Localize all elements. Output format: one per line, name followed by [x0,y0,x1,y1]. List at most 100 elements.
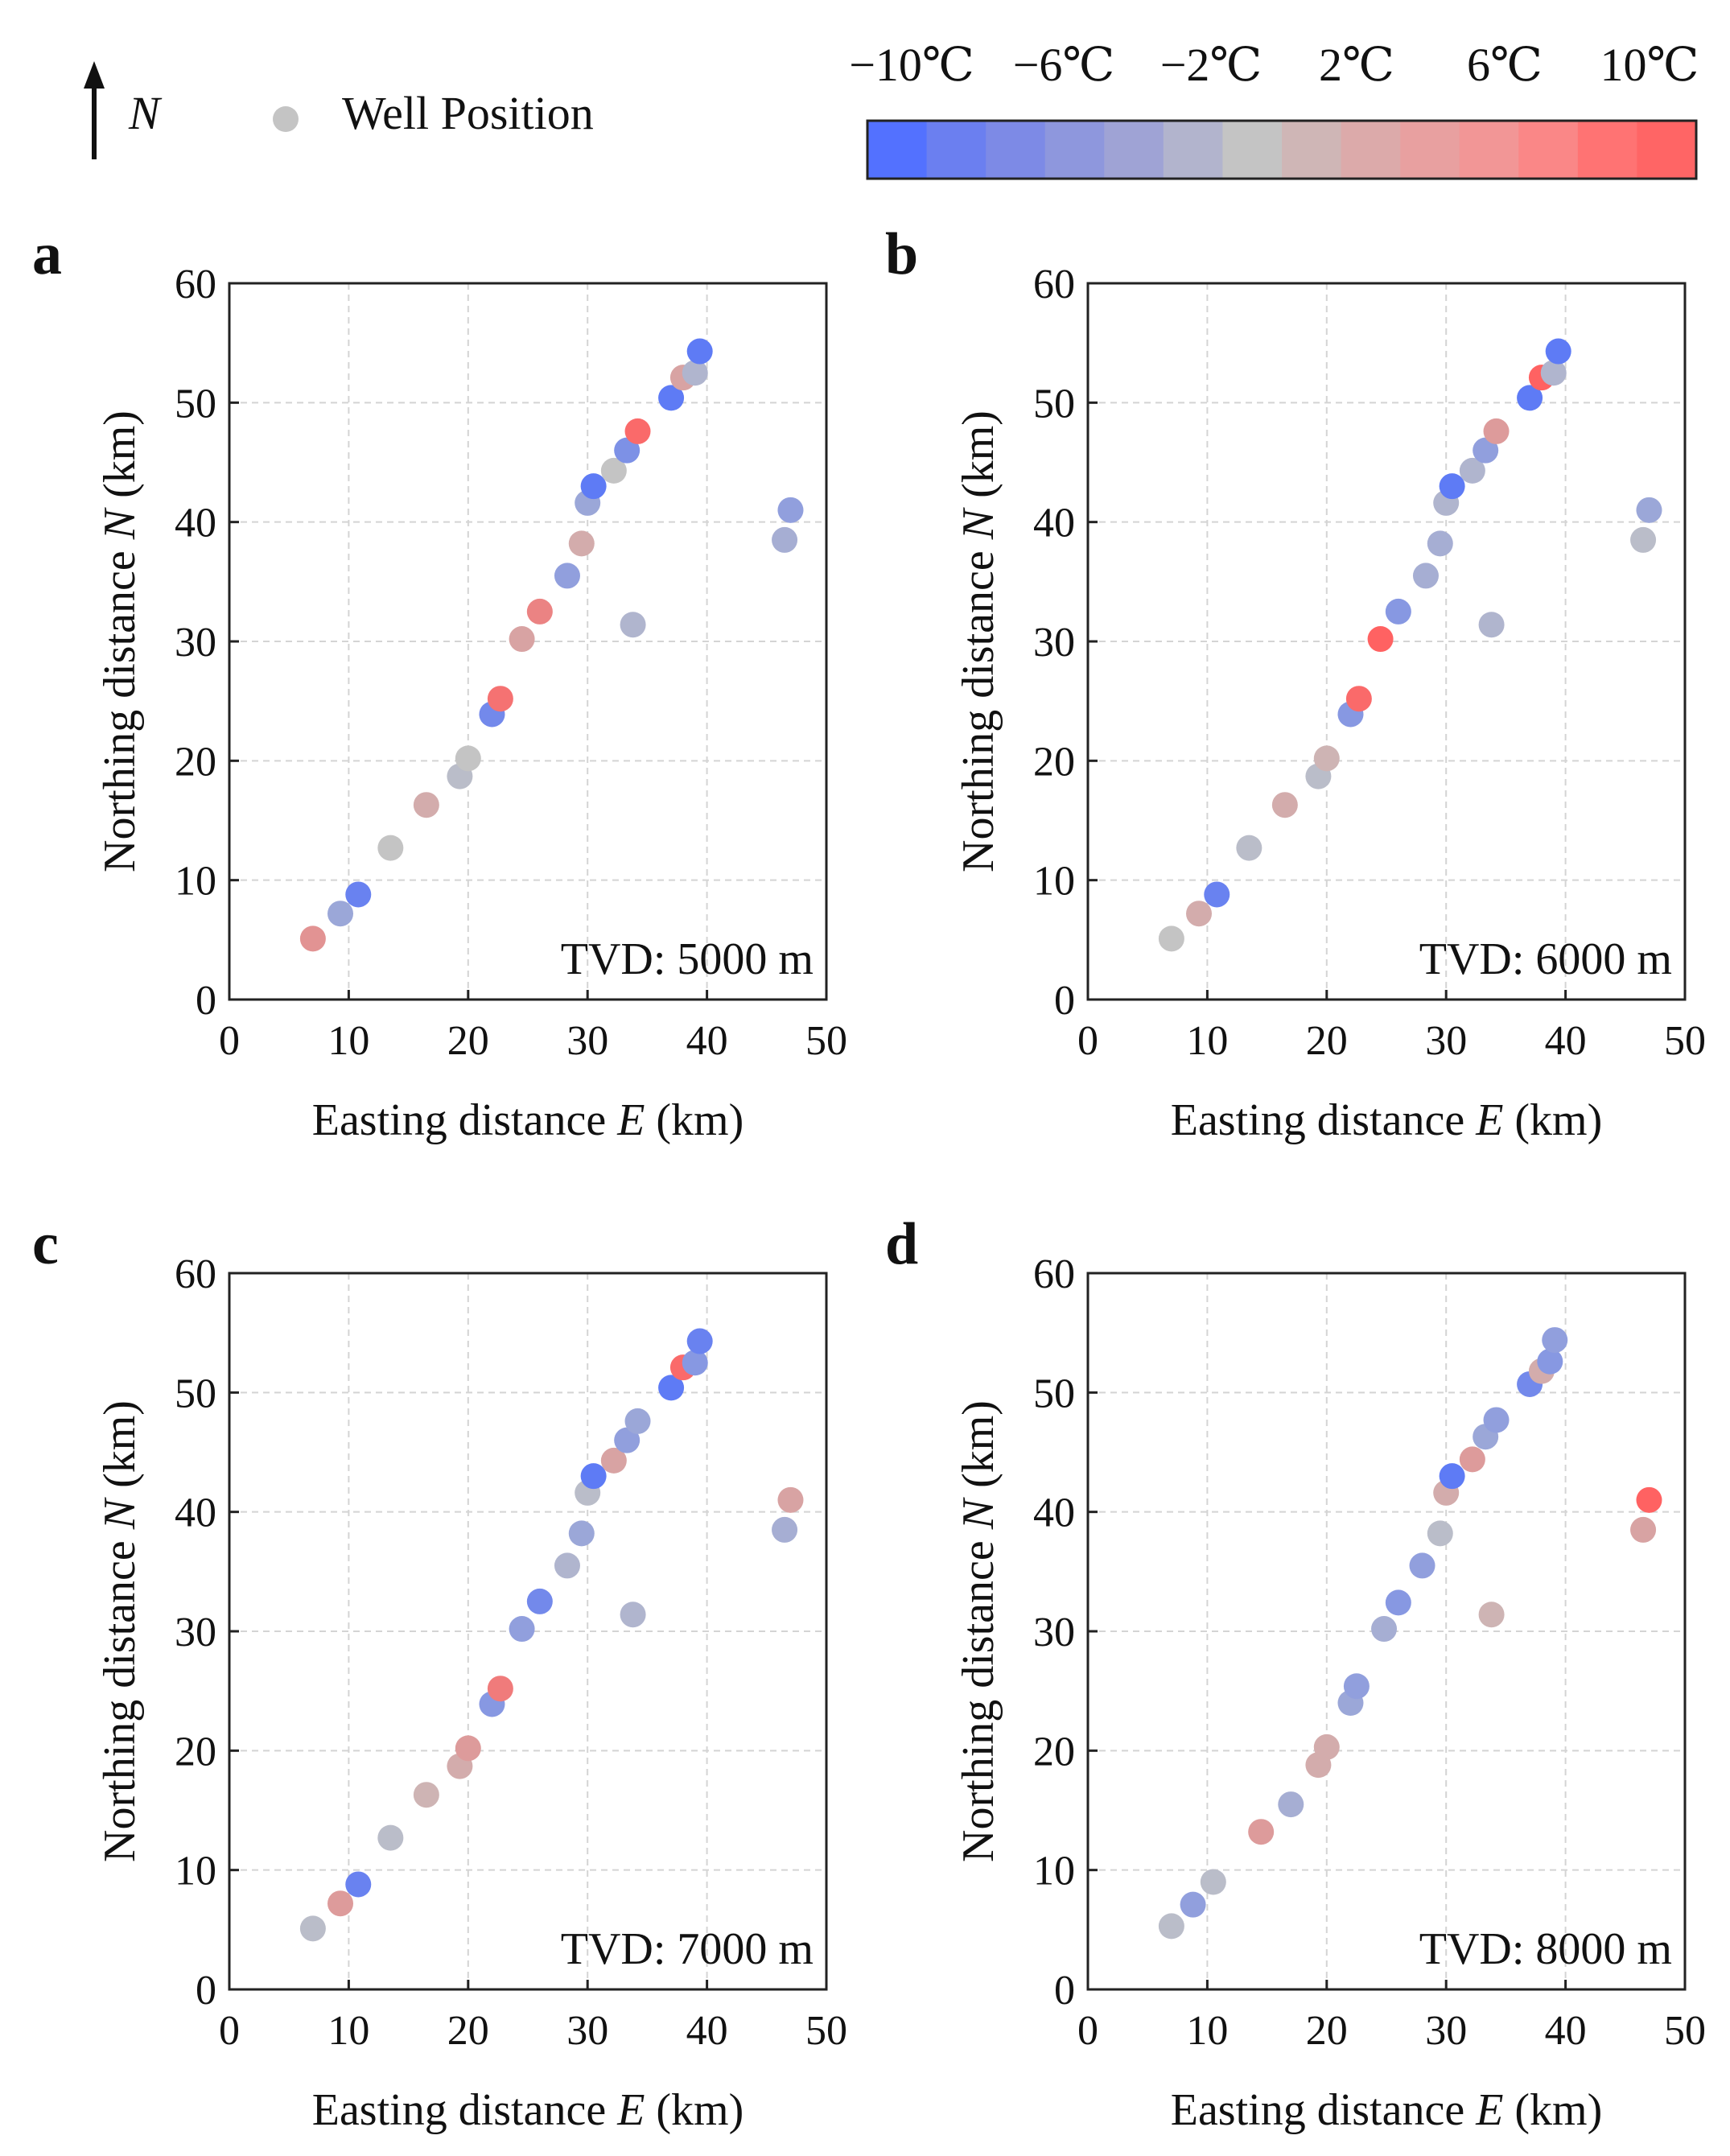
y-tick-label: 20 [1033,739,1075,785]
colorbar-segment [1163,121,1223,179]
well-point [1459,457,1485,484]
x-tick-label: 0 [1077,2008,1098,2054]
well-point [1385,1589,1411,1616]
well-point [620,1602,646,1628]
x-axis-label: Easting distance E (km) [1171,1095,1603,1145]
x-tick-label: 50 [1664,1018,1706,1064]
well-point [455,1735,481,1762]
x-tick-label: 40 [1545,1018,1587,1064]
colorbar-segment [867,121,928,179]
panel-c: c 0 10 20 30 40 50 0 10 20 30 40 50 60 Easting distanc… [32,1211,847,2135]
well-point [1459,1446,1485,1473]
y-tick-label: 50 [175,1371,216,1416]
well-point [526,598,553,625]
y-axis-label: Northing distance N (km) [95,410,145,872]
tvd-annotation: TVD: 8000 m [1419,1924,1672,1974]
x-tick-label: 0 [1077,1018,1098,1064]
well-point [1478,1602,1505,1628]
well-point [413,1782,439,1808]
y-tick-label: 50 [175,381,216,427]
well-point [554,563,580,589]
well-point [1427,1520,1453,1547]
colorbar-segment [926,121,987,179]
colorbar-segment [1341,121,1401,179]
colorbar-segment [1637,121,1697,179]
north-label: N [128,87,163,139]
y-tick-label: 10 [1033,1849,1075,1894]
tvd-annotation: TVD: 7000 m [561,1924,814,1974]
x-tick-label: 10 [327,2008,369,2054]
well-point [1545,338,1571,365]
tvd-annotation: TVD: 6000 m [1419,934,1672,984]
x-tick-label: 10 [1186,1018,1228,1064]
well-point [413,792,439,818]
well-point [658,1375,685,1401]
y-axis-label: Northing distance N (km) [954,1400,1003,1862]
x-tick-label: 20 [1306,2008,1348,2054]
well-position-label: Well Position [342,87,594,139]
x-tick-label: 50 [805,1018,847,1064]
colorbar-segment [1400,121,1460,179]
well-point [1439,473,1465,500]
x-tick-label: 10 [327,1018,369,1064]
y-tick-label: 50 [1033,381,1075,427]
well-point [600,1447,627,1474]
well-point [455,745,481,772]
colorbar-tick-label: −2℃ [1160,39,1262,91]
well-point [1343,1673,1370,1700]
well-point [1204,881,1230,908]
colorbar-segment [1577,121,1637,179]
well-point [1636,1486,1662,1513]
well-point [1517,385,1543,411]
well-point [1630,1516,1657,1543]
well-point [509,1616,535,1643]
well-point [526,1588,553,1614]
colorbar-segment [1222,121,1283,179]
y-tick-label: 30 [175,1610,216,1655]
y-tick-label: 60 [175,1251,216,1297]
panel-b: b 0 10 20 30 40 50 0 10 20 30 40 50 60 Easting distanc… [885,221,1706,1145]
well-point [1371,1616,1398,1643]
well-point [1271,792,1298,818]
well-point [1630,526,1657,553]
y-tick-label: 20 [175,739,216,785]
well-point [682,360,708,386]
well-point [1180,1891,1206,1918]
well-point [614,1427,641,1453]
well-point [1236,835,1262,861]
panel-letter: b [885,221,918,287]
well-point [1473,437,1499,464]
y-axis-label: Northing distance N (km) [95,1400,145,1862]
x-tick-label: 0 [219,1018,240,1064]
well-point [624,418,651,444]
well-point [1385,598,1411,625]
x-tick-label: 30 [1425,1018,1467,1064]
well-point [1345,686,1372,712]
x-tick-label: 40 [686,1018,728,1064]
well-point [1427,530,1453,557]
colorbar-tick-label: −6℃ [1013,39,1115,91]
well-point [327,901,354,927]
y-tick-label: 50 [1033,1371,1075,1416]
colorbar-segment [1104,121,1164,179]
well-point [620,612,646,638]
colorbar-tick-label: −10℃ [849,39,974,91]
y-tick-label: 60 [1033,1251,1075,1297]
well-position-marker [273,106,299,132]
well-point [1478,612,1505,638]
well-point [487,686,513,712]
panel-letter: c [32,1211,59,1277]
well-point [1313,1733,1340,1760]
x-tick-label: 10 [1186,2008,1228,2054]
panel-letter: d [885,1211,918,1277]
x-axis-label: Easting distance E (km) [312,2085,744,2135]
y-tick-label: 20 [1033,1729,1075,1775]
y-tick-label: 10 [175,859,216,905]
colorbar-tick-label: 6℃ [1467,39,1543,91]
well-point [614,437,641,464]
colorbar-tick-label: 2℃ [1319,39,1394,91]
x-tick-label: 50 [805,2008,847,2054]
y-tick-label: 60 [175,262,216,307]
well-point [777,497,804,523]
